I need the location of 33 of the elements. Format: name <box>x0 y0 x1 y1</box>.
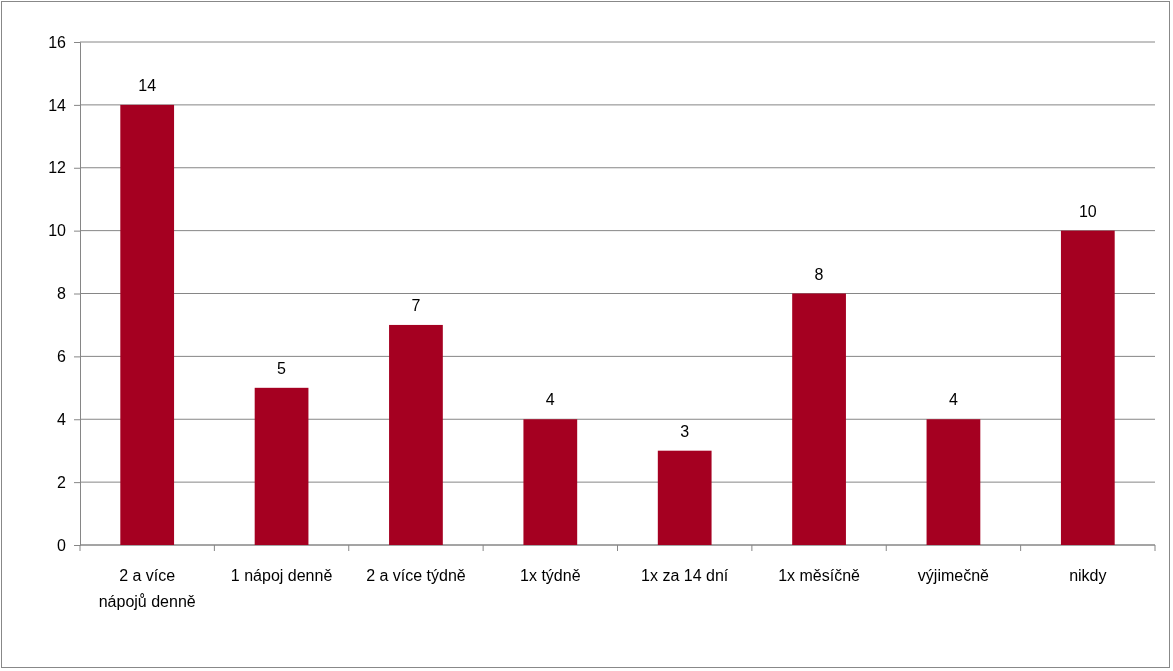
x-tick-label: výjimečně <box>917 567 990 584</box>
y-tick-label: 2 <box>57 473 67 491</box>
bar <box>1060 230 1115 545</box>
bar <box>792 293 846 545</box>
y-tick-label: 14 <box>48 96 67 114</box>
y-tick-label: 8 <box>57 285 67 303</box>
y-tick-label: 10 <box>48 222 67 240</box>
bar <box>926 419 981 545</box>
y-tick-label: 0 <box>57 536 67 554</box>
x-tick-label: nikdy <box>1069 567 1107 584</box>
x-tick-label: 1x za 14 dní <box>641 567 729 584</box>
x-tick-label: 1 nápoj denně <box>230 567 333 584</box>
y-tick-label: 4 <box>57 410 67 428</box>
bar <box>523 419 578 545</box>
x-tick-label: 1x týdně <box>520 567 581 584</box>
data-label: 8 <box>814 265 824 283</box>
data-label: 7 <box>411 296 421 314</box>
data-label: 10 <box>1078 202 1097 220</box>
y-tick-label: 12 <box>48 159 67 177</box>
data-label: 4 <box>545 391 555 409</box>
x-tick-label: 2 a více týdně <box>366 567 466 584</box>
data-label: 3 <box>680 422 690 440</box>
x-tick-label: 2 a více nápojů denně <box>98 567 196 610</box>
x-tick-label: 1x měsíčně <box>778 567 861 584</box>
data-label: 14 <box>138 76 157 94</box>
bar <box>389 324 443 545</box>
y-tick-label: 16 <box>48 33 67 51</box>
data-label: 4 <box>948 391 958 409</box>
bar <box>120 104 175 545</box>
data-label: 5 <box>277 359 287 377</box>
bar <box>254 387 309 545</box>
bar <box>657 450 712 545</box>
y-tick-label: 6 <box>57 347 67 365</box>
